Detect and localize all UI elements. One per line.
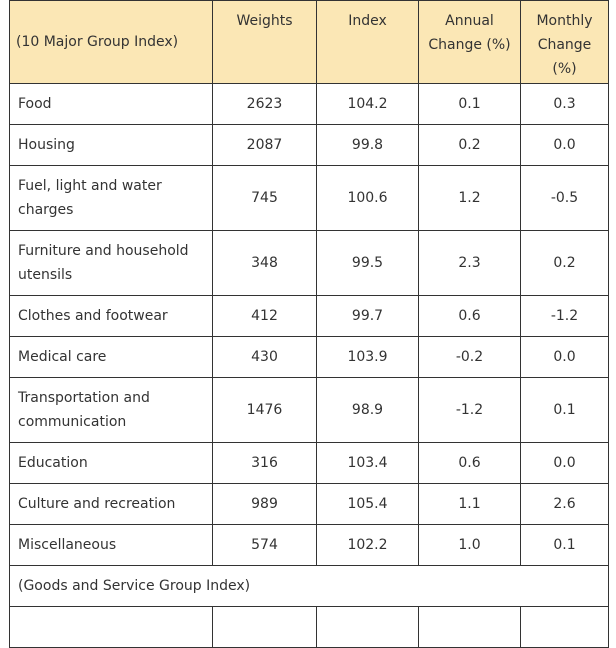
weights-cell: 1476 (212, 377, 317, 443)
index-cell: 98.9 (316, 377, 419, 443)
group-name-cell: Education (9, 442, 213, 484)
group-name-line1: Transportation and (18, 390, 150, 406)
monthly-change-header-line2: Change (537, 37, 592, 53)
monthly-change-cell: 0.0 (520, 442, 609, 484)
group-name: Clothes and footwear (18, 308, 168, 324)
monthly-change-cell: -1.2 (520, 295, 609, 337)
empty-cell (418, 606, 521, 648)
index-header: Index (316, 0, 419, 84)
monthly-change-header-line3: (%) (552, 61, 577, 77)
index-cell: 99.8 (316, 124, 419, 166)
table-row: Furniture and household utensils 348 99.… (9, 230, 609, 296)
weights-cell: 989 (212, 483, 317, 525)
monthly-change-cell: 0.1 (520, 377, 609, 443)
index-cell: 104.2 (316, 83, 419, 125)
group-name-cell: Miscellaneous (9, 524, 213, 566)
monthly-change-cell: 0.3 (520, 83, 609, 125)
monthly-change-cell: 0.2 (520, 230, 609, 296)
section-label-cell: (Goods and Service Group Index) (9, 565, 609, 607)
weights-cell: 745 (212, 165, 317, 231)
group-name-cell: Housing (9, 124, 213, 166)
group-name-line2: utensils (18, 267, 73, 283)
group-name-cell: Culture and recreation (9, 483, 213, 525)
monthly-change-header-line1: Monthly (536, 13, 593, 29)
table-row: Medical care 430 103.9 -0.2 0.0 (9, 336, 609, 378)
group-name-cell: Transportation and communication (9, 377, 213, 443)
table-row: Education 316 103.4 0.6 0.0 (9, 442, 609, 484)
weights-cell: 412 (212, 295, 317, 337)
index-header-label: Index (348, 13, 387, 29)
group-name-line1: Fuel, light and water (18, 178, 162, 194)
monthly-change-cell: 0.0 (520, 124, 609, 166)
group-name-cell: Furniture and household utensils (9, 230, 213, 296)
section-row: (Goods and Service Group Index) (9, 565, 609, 607)
weights-cell: 2623 (212, 83, 317, 125)
annual-change-cell: -1.2 (418, 377, 521, 443)
empty-cell (520, 606, 609, 648)
monthly-change-header: Monthly Change (%) (520, 0, 609, 84)
table-header-row: (10 Major Group Index) Weights Index Ann… (9, 0, 609, 84)
group-name: Miscellaneous (18, 537, 117, 553)
empty-cell (212, 606, 317, 648)
monthly-change-cell: 2.6 (520, 483, 609, 525)
monthly-change-cell: 0.1 (520, 524, 609, 566)
table-row: Fuel, light and water charges 745 100.6 … (9, 165, 609, 231)
annual-change-cell: 0.6 (418, 442, 521, 484)
index-cell: 102.2 (316, 524, 419, 566)
section-label: (Goods and Service Group Index) (18, 578, 251, 594)
group-name-line2: charges (18, 202, 74, 218)
group-name: Medical care (18, 349, 107, 365)
annual-change-cell: 2.3 (418, 230, 521, 296)
table-row: Food 2623 104.2 0.1 0.3 (9, 83, 609, 125)
weights-cell: 2087 (212, 124, 317, 166)
table-row: Transportation and communication 1476 98… (9, 377, 609, 443)
group-name-line1: Furniture and household (18, 243, 189, 259)
index-cell: 100.6 (316, 165, 419, 231)
weights-header: Weights (212, 0, 317, 84)
annual-change-header: Annual Change (%) (418, 0, 521, 84)
annual-change-header-line1: Annual (445, 13, 494, 29)
group-name-cell: Medical care (9, 336, 213, 378)
empty-cell (9, 606, 213, 648)
group-header-label: (10 Major Group Index) (16, 34, 179, 50)
table-row: Housing 2087 99.8 0.2 0.0 (9, 124, 609, 166)
weights-header-label: Weights (236, 13, 293, 29)
annual-change-cell: 0.2 (418, 124, 521, 166)
weights-cell: 348 (212, 230, 317, 296)
annual-change-cell: 0.1 (418, 83, 521, 125)
table-row: Clothes and footwear 412 99.7 0.6 -1.2 (9, 295, 609, 337)
weights-cell: 574 (212, 524, 317, 566)
weights-cell: 430 (212, 336, 317, 378)
table-row (9, 606, 609, 648)
monthly-change-cell: -0.5 (520, 165, 609, 231)
index-cell: 103.9 (316, 336, 419, 378)
group-name: Culture and recreation (18, 496, 176, 512)
group-name-cell: Clothes and footwear (9, 295, 213, 337)
group-header: (10 Major Group Index) (9, 0, 213, 84)
group-name: Education (18, 455, 88, 471)
annual-change-header-line2: Change (%) (428, 37, 511, 53)
annual-change-cell: 1.0 (418, 524, 521, 566)
index-cell: 99.5 (316, 230, 419, 296)
index-cell: 99.7 (316, 295, 419, 337)
table-row: Miscellaneous 574 102.2 1.0 0.1 (9, 524, 609, 566)
index-cell: 105.4 (316, 483, 419, 525)
group-name-cell: Fuel, light and water charges (9, 165, 213, 231)
weights-cell: 316 (212, 442, 317, 484)
annual-change-cell: 1.1 (418, 483, 521, 525)
cpi-group-index-table: (10 Major Group Index) Weights Index Ann… (9, 0, 609, 648)
annual-change-cell: -0.2 (418, 336, 521, 378)
table-row: Culture and recreation 989 105.4 1.1 2.6 (9, 483, 609, 525)
group-name: Housing (18, 137, 75, 153)
group-name: Food (18, 96, 52, 112)
group-name-line2: communication (18, 414, 127, 430)
index-cell: 103.4 (316, 442, 419, 484)
annual-change-cell: 1.2 (418, 165, 521, 231)
empty-cell (316, 606, 419, 648)
group-name-cell: Food (9, 83, 213, 125)
annual-change-cell: 0.6 (418, 295, 521, 337)
monthly-change-cell: 0.0 (520, 336, 609, 378)
